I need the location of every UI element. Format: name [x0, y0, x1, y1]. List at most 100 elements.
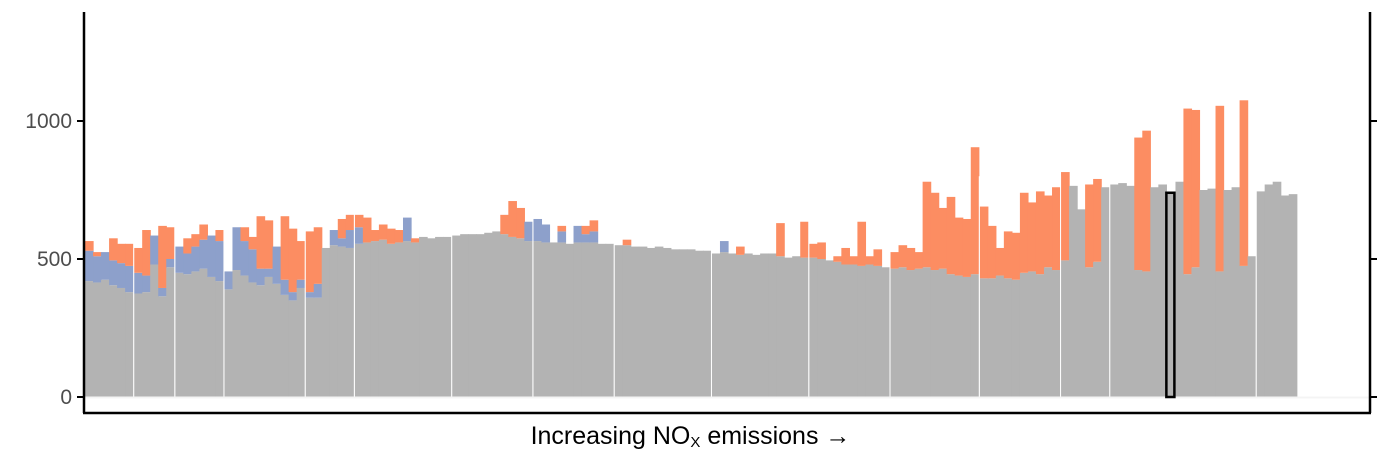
bar-orange-120 [1061, 172, 1070, 261]
bar-orange-100 [898, 245, 908, 268]
bar-base-116 [1027, 271, 1037, 397]
bar-base-120 [1061, 260, 1070, 397]
bar-base-109 [970, 274, 980, 397]
bar-base-85 [776, 256, 785, 397]
bar-blue-16 [215, 241, 225, 282]
bar-base-42 [427, 238, 436, 397]
bar-orange-3 [109, 238, 118, 261]
bar-base-143 [1247, 256, 1257, 397]
bar-base-66 [622, 245, 632, 397]
bar-base-35 [370, 241, 380, 397]
bar-base-97 [873, 265, 883, 397]
bar-orange-40 [411, 238, 420, 243]
bar-blue-11 [175, 246, 184, 273]
bar-base-146 [1272, 181, 1282, 397]
bar-base-4 [117, 287, 126, 397]
bar-base-87 [792, 256, 801, 397]
bar-base-62 [589, 242, 599, 397]
bar-base-129 [1134, 270, 1143, 397]
bar-base-6 [134, 293, 143, 397]
bar-orange-62 [589, 220, 599, 232]
bar-blue-6 [134, 272, 143, 294]
bar-blue-12 [183, 253, 192, 275]
bar-base-124 [1093, 261, 1102, 397]
bar-blue-55 [533, 218, 543, 242]
bar-base-69 [646, 247, 656, 397]
bar-blue-13 [191, 246, 200, 272]
bar-base-12 [183, 274, 192, 397]
bar-orange-37 [386, 228, 396, 244]
bar-blue-28 [313, 283, 323, 298]
bar-base-21 [256, 285, 266, 397]
bar-base-47 [468, 234, 477, 397]
bar-orange-114 [1011, 232, 1021, 280]
bar-base-40 [411, 242, 420, 397]
bar-orange-20 [248, 236, 258, 250]
bar-orange-52 [508, 201, 517, 237]
bar-orange-0 [85, 241, 94, 251]
bar-blue-8 [150, 235, 159, 265]
bar-base-41 [419, 236, 428, 397]
bar-orange-106 [946, 196, 956, 275]
bar-base-70 [654, 246, 664, 397]
bar-blue-21 [256, 268, 266, 286]
bar-orange-27 [305, 231, 315, 293]
bar-orange-33 [354, 214, 364, 228]
bar-base-103 [922, 267, 932, 397]
bar-base-148 [1288, 194, 1298, 397]
bar-blue-58 [557, 231, 567, 243]
bar-base-33 [354, 243, 364, 397]
bar-blue-2 [101, 252, 110, 280]
bar-blue-3 [109, 260, 118, 286]
x-axis-label-subscript: X [690, 434, 701, 451]
bar-base-24 [280, 294, 290, 397]
bar-base-119 [1052, 270, 1061, 397]
bar-base-99 [890, 268, 900, 397]
bar-base-102 [914, 268, 924, 397]
bar-orange-53 [516, 207, 525, 239]
bar-orange-38 [394, 230, 404, 243]
bar-blue-78 [719, 241, 729, 253]
bar-base-125 [1101, 187, 1110, 397]
bar-base-138 [1207, 188, 1217, 397]
bar-blue-32 [345, 230, 355, 248]
bar-base-121 [1069, 185, 1078, 397]
bar-base-0 [85, 281, 94, 397]
bar-base-46 [460, 234, 469, 397]
bar-orange-7 [142, 230, 151, 276]
x-axis-label: Increasing NOX emissions → [0, 422, 1381, 451]
bar-base-100 [898, 267, 908, 397]
bar-base-19 [240, 275, 250, 397]
bar-orange-25 [288, 228, 298, 293]
bar-base-123 [1085, 267, 1094, 397]
bar-blue-7 [142, 275, 151, 293]
bar-base-82 [752, 254, 761, 397]
bar-blue-22 [264, 268, 274, 277]
bar-orange-119 [1052, 187, 1061, 271]
bar-base-58 [557, 242, 567, 397]
bar-base-55 [533, 241, 543, 397]
bar-orange-21 [256, 216, 266, 269]
bar-blue-25 [288, 292, 298, 301]
y-tick-label-500: 500 [37, 248, 72, 271]
bar-base-72 [670, 249, 680, 397]
bar-base-140 [1223, 190, 1233, 397]
bar-base-83 [760, 253, 769, 397]
bar-orange-142 [1239, 100, 1249, 266]
bar-base-74 [686, 249, 696, 397]
y-tick-label-0: 0 [60, 386, 72, 409]
bar-blue-14 [199, 239, 208, 269]
bar-orange-116 [1027, 202, 1037, 272]
bar-base-20 [248, 282, 258, 397]
bar-base-89 [809, 257, 818, 397]
bar-base-118 [1043, 267, 1053, 397]
bar-base-22 [264, 276, 274, 397]
bar-base-10 [166, 267, 175, 397]
bar-orange-66 [622, 239, 632, 246]
x-axis-label-rest: emissions → [700, 422, 851, 450]
bar-orange-34 [362, 217, 372, 243]
bar-base-77 [711, 253, 721, 397]
bar-blue-0 [85, 250, 94, 282]
bar-base-104 [930, 270, 940, 397]
bar-base-45 [452, 235, 461, 397]
